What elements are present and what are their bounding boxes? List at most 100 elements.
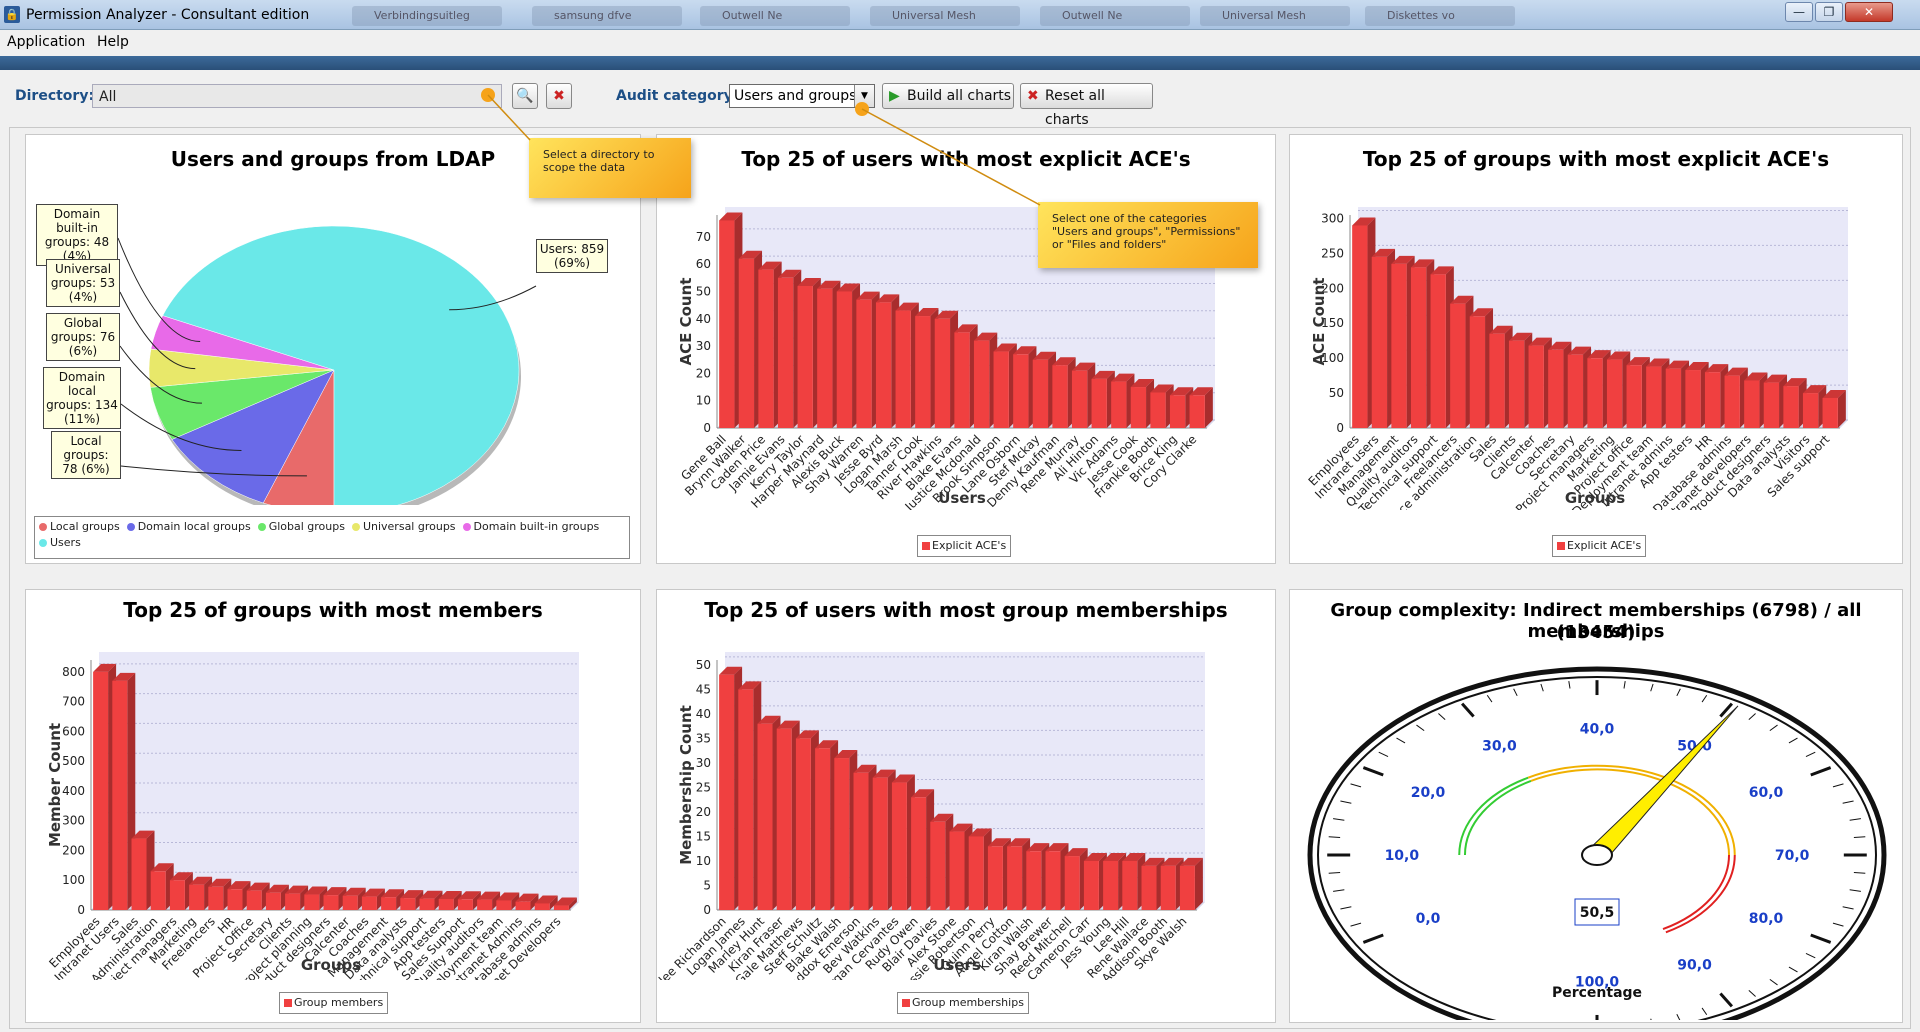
legend-item: Universal groups xyxy=(351,520,456,533)
y-axis-title: Membership Count xyxy=(677,705,695,865)
reset-all-charts-button[interactable]: ✖ Reset all charts xyxy=(1020,83,1153,128)
background-taskbar-tab[interactable]: Verbindingsuitleg xyxy=(352,6,502,26)
background-taskbar-tab[interactable]: Outwell Ne xyxy=(1040,6,1190,26)
y-tick-label: 30 xyxy=(696,339,711,353)
directory-input[interactable]: All xyxy=(92,84,502,108)
bar-top xyxy=(1802,385,1827,394)
bar-top xyxy=(911,789,935,798)
gauge-major-tick xyxy=(1719,702,1734,718)
y-tick-label: 70 xyxy=(696,230,711,244)
bar xyxy=(1032,359,1049,428)
chart-title: Top 25 of groups with most explicit ACE'… xyxy=(1362,147,1830,171)
bar-side xyxy=(434,890,443,910)
bar xyxy=(1665,368,1682,428)
bar-top xyxy=(515,893,539,902)
bar-top xyxy=(915,308,939,317)
audit-category-label: Audit category: xyxy=(616,88,739,104)
gauge-value-label: 50,5 xyxy=(1580,905,1615,921)
menu-application[interactable]: Application xyxy=(7,34,86,50)
background-taskbar-tab[interactable]: Outwell Ne xyxy=(700,6,850,26)
gauge-inner-rim xyxy=(1317,676,1877,1020)
bar-side xyxy=(568,897,577,910)
bar xyxy=(1802,393,1819,428)
gauge-minor-tick xyxy=(1842,906,1854,910)
bar-top xyxy=(968,828,992,837)
bar-top xyxy=(1685,362,1709,371)
gauge-title-line1: Group complexity: Indirect memberships (… xyxy=(1330,600,1862,642)
gauge-major-tick xyxy=(1810,766,1832,777)
pie-label-domain-builtin: Domain built-in groups: 48 (4%) xyxy=(36,204,118,266)
bar xyxy=(834,758,850,910)
bar-top xyxy=(797,278,821,286)
audit-category-select[interactable]: Users and groups ▼ xyxy=(729,84,875,108)
toolbar: Directory: All 🔍 ✖ Audit category: Users… xyxy=(0,70,1920,130)
bar xyxy=(1103,860,1119,910)
bar-side xyxy=(1204,387,1213,428)
y-axis-title: Member Count xyxy=(46,723,64,847)
bar xyxy=(1763,382,1780,428)
bar-top xyxy=(954,324,978,333)
directory-search-button[interactable]: 🔍 xyxy=(512,83,538,109)
bar xyxy=(1169,395,1186,428)
bar xyxy=(438,898,454,910)
background-taskbar-tab[interactable]: samsung dfve xyxy=(532,6,682,26)
pie-slice xyxy=(162,225,520,505)
bar xyxy=(1160,865,1176,910)
chevron-down-icon[interactable]: ▼ xyxy=(854,85,874,107)
close-icon: ✖ xyxy=(553,88,565,104)
maximize-button[interactable]: ❐ xyxy=(1815,2,1843,22)
bar-top xyxy=(1704,364,1729,373)
audit-category-value: Users and groups xyxy=(734,88,857,104)
bar xyxy=(1013,354,1029,428)
background-taskbar-tab[interactable]: Universal Mesh xyxy=(1200,6,1350,26)
bar-top xyxy=(208,878,232,887)
y-tick-label: 20 xyxy=(696,805,711,819)
directory-clear-button[interactable]: ✖ xyxy=(546,83,572,109)
x-axis-title: Groups xyxy=(1565,489,1625,507)
gauge-tick-label: 60,0 xyxy=(1749,785,1784,801)
groups-members-chart-panel: Top 25 of groups with most members 0 100 2… xyxy=(25,589,641,1023)
gauge-band xyxy=(1662,854,1731,931)
category-help-callout: Select one of the categories "Users and … xyxy=(1038,202,1258,268)
bar-top xyxy=(400,890,424,899)
y-tick-label: 100 xyxy=(62,873,85,887)
bar-top xyxy=(1122,852,1146,861)
bar xyxy=(911,797,927,910)
bar xyxy=(797,286,813,428)
minimize-button[interactable]: — xyxy=(1785,2,1813,22)
build-all-charts-label: Build all charts xyxy=(907,88,1012,104)
bar-top xyxy=(1032,351,1057,360)
bar-top xyxy=(993,343,1017,352)
bar-top xyxy=(553,897,577,906)
bar-top xyxy=(719,666,743,675)
background-taskbar-tab[interactable]: Universal Mesh xyxy=(870,6,1020,26)
users-memberships-bar-chart: 05101520253035404550Raylee RichardsonLog… xyxy=(657,652,1205,980)
close-button[interactable]: ✕ xyxy=(1845,2,1893,22)
bar xyxy=(208,886,224,910)
legend-item: Domain local groups xyxy=(126,520,251,533)
bar-top xyxy=(856,291,880,300)
menu-help[interactable]: Help xyxy=(97,34,129,50)
bar xyxy=(496,900,512,910)
bar-top xyxy=(1160,857,1184,866)
bar-top xyxy=(1606,351,1631,360)
build-all-charts-button[interactable]: ▶ Build all charts xyxy=(882,83,1014,109)
bar xyxy=(1091,378,1107,428)
y-tick-label: 200 xyxy=(62,843,85,857)
close-icon: ✖ xyxy=(1027,88,1039,104)
bar xyxy=(150,871,166,910)
bar xyxy=(1141,865,1157,910)
bar-top xyxy=(1045,843,1069,852)
bar-top xyxy=(477,891,501,900)
bar-top xyxy=(1489,325,1513,334)
bar xyxy=(553,905,569,910)
bar-top xyxy=(496,892,520,901)
bar-top xyxy=(285,885,309,894)
bar-top xyxy=(1179,857,1203,866)
bar xyxy=(189,884,205,910)
chart-legend: Explicit ACE's xyxy=(1552,535,1647,557)
background-taskbar-tab[interactable]: Diskettes vo xyxy=(1365,6,1515,26)
gauge-minor-tick xyxy=(1748,713,1756,720)
pie-chart xyxy=(117,225,537,505)
gauge-minor-tick xyxy=(1350,783,1362,788)
